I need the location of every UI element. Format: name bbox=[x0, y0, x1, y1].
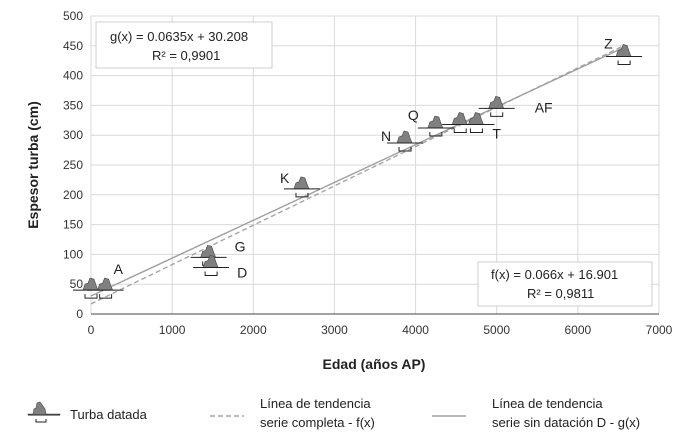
point-label: A bbox=[114, 261, 124, 277]
data-point: Z bbox=[604, 36, 643, 66]
legend-label-f-line2: serie completa - f(x) bbox=[260, 415, 375, 430]
g-equation-box: g(x) = 0.0635x + 30.208 R² = 0,9901 bbox=[95, 21, 273, 69]
y-tick-label: 250 bbox=[63, 158, 83, 172]
legend-label-turba: Turba datada bbox=[70, 407, 148, 422]
data-point-bracket bbox=[453, 128, 467, 133]
x-tick-label: 7000 bbox=[646, 323, 673, 337]
y-tick-label: 150 bbox=[63, 218, 83, 232]
point-label: G bbox=[235, 238, 246, 254]
point-label: K bbox=[280, 170, 290, 186]
data-point: D bbox=[193, 255, 247, 281]
data-point-bracket bbox=[490, 112, 504, 117]
point-label: AF bbox=[535, 99, 553, 115]
point-label: T bbox=[492, 125, 501, 141]
grid bbox=[90, 15, 660, 315]
data-point-bracket bbox=[469, 128, 483, 133]
data-point-bracket bbox=[398, 146, 412, 152]
data-point: T bbox=[458, 112, 501, 141]
y-tick-label: 200 bbox=[63, 188, 83, 202]
data-point: N bbox=[381, 128, 424, 152]
data-point-peak bbox=[393, 130, 418, 144]
x-tick-label: 2000 bbox=[240, 323, 267, 337]
y-axis-title: Espesor turba (cm) bbox=[25, 101, 41, 229]
f-r2: R² = 0,9811 bbox=[527, 286, 594, 301]
legend-label-g-line1: Línea de tendencia bbox=[492, 396, 603, 411]
point-label: D bbox=[237, 265, 247, 281]
data-point: A bbox=[87, 261, 124, 299]
y-tick-label: 400 bbox=[63, 69, 83, 83]
y-tick-label: 300 bbox=[63, 128, 83, 142]
trend-lines bbox=[90, 45, 623, 305]
y-tick-label: 0 bbox=[76, 307, 83, 321]
x-tick-label: 6000 bbox=[565, 323, 592, 337]
data-point: AF bbox=[478, 96, 553, 117]
x-tick-label: 0 bbox=[88, 323, 95, 337]
y-tick-label: 500 bbox=[63, 9, 83, 23]
x-tick-label: 1000 bbox=[159, 323, 186, 337]
data-point-bracket bbox=[295, 192, 309, 198]
point-label: N bbox=[381, 128, 391, 144]
x-axis-title: Edad (años AP) bbox=[323, 356, 426, 372]
x-tick-label: 3000 bbox=[321, 323, 348, 337]
legend-label-f-line1: Línea de tendencia bbox=[260, 396, 371, 411]
peak-icon bbox=[27, 401, 61, 423]
data-point-bracket bbox=[84, 294, 98, 299]
point-label: Q bbox=[408, 107, 419, 123]
y-tick-label: 450 bbox=[63, 39, 83, 53]
legend-label-g-line2: serie sin datación D - g(x) bbox=[492, 415, 640, 430]
y-tick-label: 50 bbox=[70, 277, 84, 291]
data-points: A GD K N Q T AF Z bbox=[73, 36, 643, 299]
x-tick-label: 5000 bbox=[483, 323, 510, 337]
x-tick-label: 4000 bbox=[402, 323, 429, 337]
data-point: Q bbox=[408, 107, 454, 137]
data-point: K bbox=[280, 170, 320, 198]
data-point-bracket bbox=[429, 132, 443, 137]
data-point: G bbox=[190, 238, 246, 266]
f-equation-box: f(x) = 0.066x + 16.901 R² = 0,9811 bbox=[477, 261, 653, 307]
y-tick-label: 100 bbox=[63, 247, 83, 261]
y-tick-label: 350 bbox=[63, 98, 83, 112]
data-point-bracket bbox=[204, 271, 218, 277]
data-point-peak bbox=[423, 115, 448, 129]
data-point-peak bbox=[448, 112, 473, 125]
data-point-peak bbox=[289, 176, 314, 190]
trend-line-g bbox=[90, 47, 623, 297]
f-equation: f(x) = 0.066x + 16.901 bbox=[491, 267, 618, 282]
data-point-bracket bbox=[99, 294, 113, 299]
data-point-bracket bbox=[617, 60, 631, 66]
g-r2: R² = 0,9901 bbox=[152, 48, 220, 63]
point-label: Z bbox=[604, 36, 613, 52]
legend: Turba datada Línea de tendencia serie co… bbox=[27, 396, 640, 430]
data-point-peak bbox=[464, 112, 489, 125]
g-equation: g(x) = 0.0635x + 30.208 bbox=[110, 29, 248, 44]
